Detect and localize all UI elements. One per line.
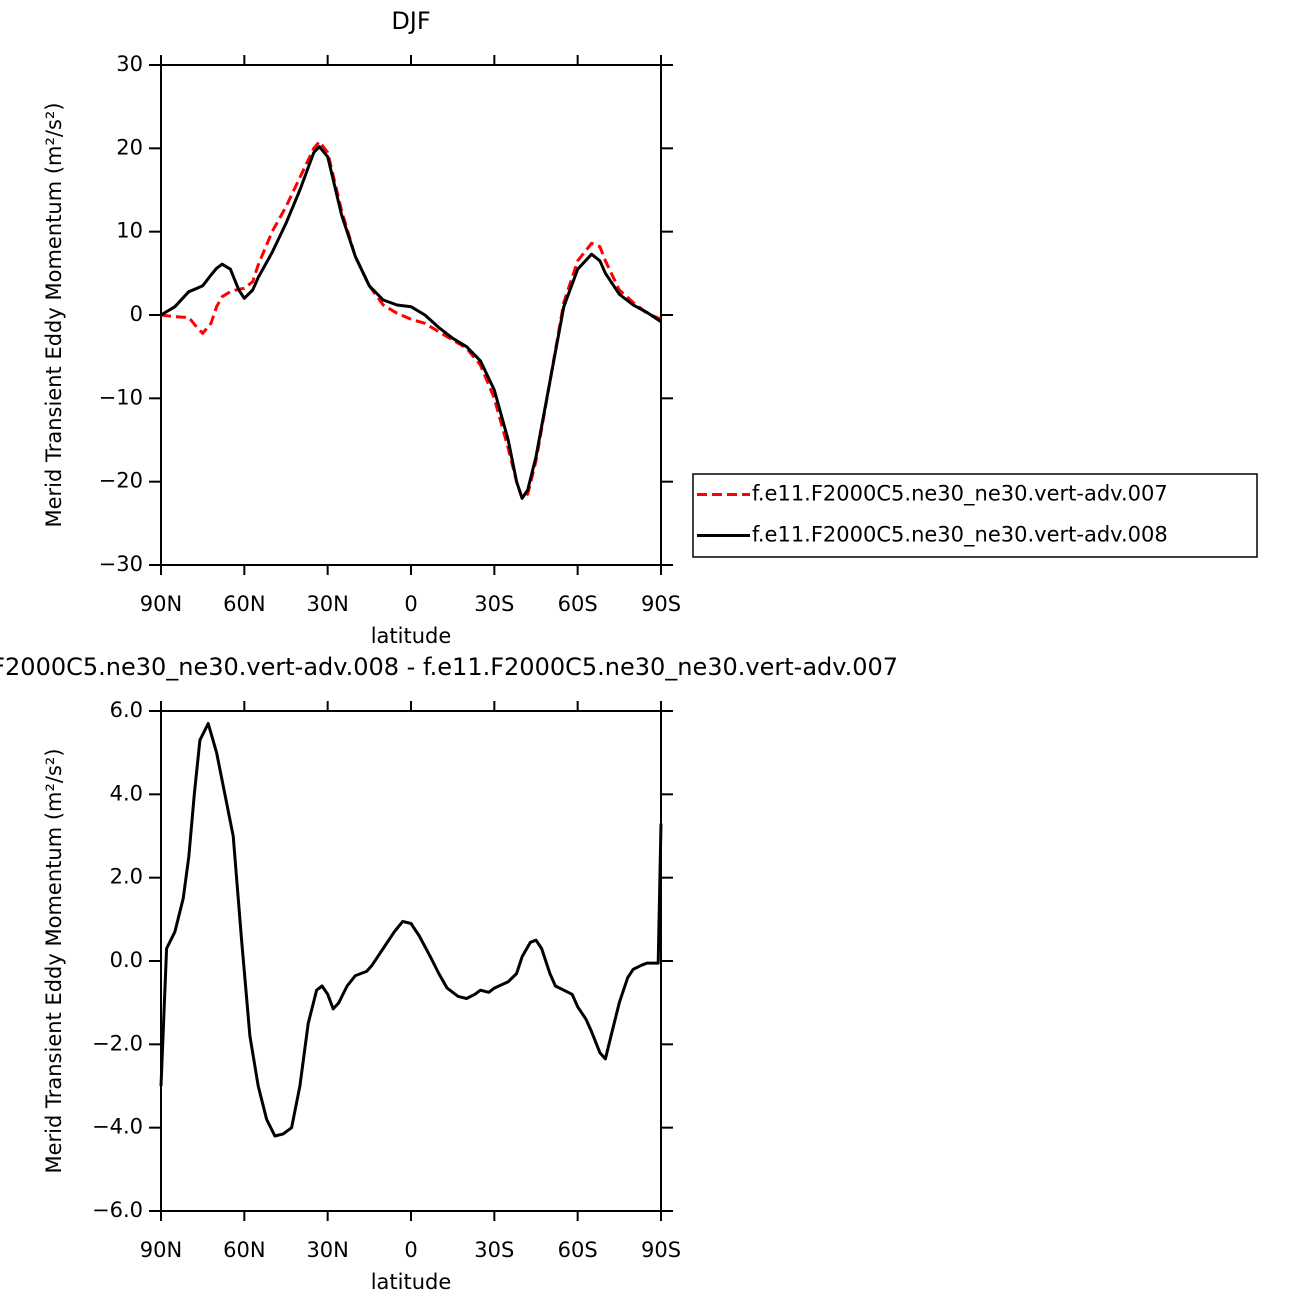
line-series bbox=[159, 722, 663, 1138]
plot-frame bbox=[160, 64, 662, 566]
legend-label: f.e11.F2000C5.ne30_ne30.vert-adv.007 bbox=[752, 482, 1168, 507]
x-tick-label: 90N bbox=[140, 592, 182, 616]
chart-title: f.e11.F2000C5.ne30_ne30.vert-adv.008 - f… bbox=[0, 653, 898, 681]
x-tick-label: 90N bbox=[140, 1238, 182, 1262]
y-tick-label: 2.0 bbox=[110, 865, 143, 889]
y-tick-label: −6.0 bbox=[92, 1198, 143, 1222]
y-tick-label: −4.0 bbox=[92, 1115, 143, 1139]
plot-frame bbox=[160, 710, 662, 1212]
y-tick-label: 4.0 bbox=[110, 781, 143, 805]
chart-title: DJF bbox=[391, 7, 430, 35]
x-tick-label: 60S bbox=[558, 1238, 598, 1262]
y-tick-label: 0 bbox=[130, 302, 143, 326]
line-series bbox=[160, 140, 662, 500]
x-tick-label: 0 bbox=[404, 1238, 417, 1262]
x-tick-label: 60N bbox=[223, 592, 265, 616]
legend-label: f.e11.F2000C5.ne30_ne30.vert-adv.008 bbox=[752, 523, 1168, 548]
x-tick-label: 30S bbox=[474, 1238, 514, 1262]
y-tick-label: 6.0 bbox=[110, 698, 143, 722]
x-axis-label: latitude bbox=[371, 1270, 452, 1294]
y-axis-label: Merid Transient Eddy Momentum (m²/s²) bbox=[42, 748, 66, 1173]
y-tick-label: −30 bbox=[99, 552, 143, 576]
y-tick-label: −20 bbox=[99, 469, 143, 493]
x-tick-label: 30N bbox=[306, 1238, 348, 1262]
y-axis-label: Merid Transient Eddy Momentum (m²/s²) bbox=[42, 102, 66, 527]
legend-box bbox=[692, 473, 1258, 558]
x-tick-label: 90S bbox=[641, 592, 681, 616]
y-tick-label: −2.0 bbox=[92, 1031, 143, 1055]
y-tick-label: 0.0 bbox=[110, 948, 143, 972]
y-tick-label: 10 bbox=[116, 219, 143, 243]
line-series bbox=[160, 145, 662, 500]
x-tick-label: 60N bbox=[223, 1238, 265, 1262]
x-tick-label: 60S bbox=[558, 592, 598, 616]
y-tick-label: 20 bbox=[116, 135, 143, 159]
x-tick-label: 90S bbox=[641, 1238, 681, 1262]
x-tick-label: 0 bbox=[404, 592, 417, 616]
y-tick-label: 30 bbox=[116, 52, 143, 76]
x-axis-label: latitude bbox=[371, 624, 452, 648]
x-tick-label: 30N bbox=[306, 592, 348, 616]
y-tick-label: −10 bbox=[99, 385, 143, 409]
x-tick-label: 30S bbox=[474, 592, 514, 616]
